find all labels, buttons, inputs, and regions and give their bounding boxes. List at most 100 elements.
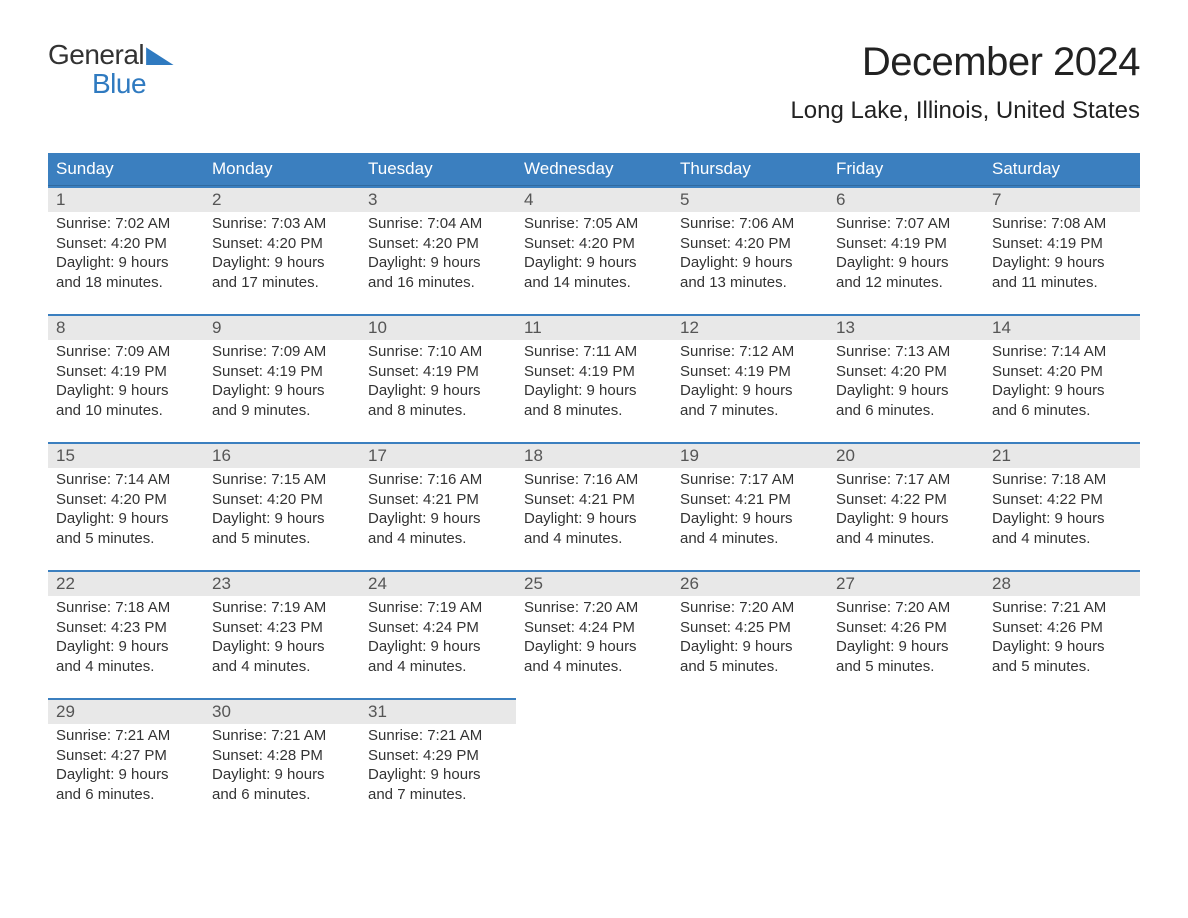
day-sunset-text: Sunset: 4:19 PM	[524, 362, 664, 382]
calendar-day-cell: 22Sunrise: 7:18 AMSunset: 4:23 PMDayligh…	[48, 570, 204, 698]
calendar-day-cell: 9Sunrise: 7:09 AMSunset: 4:19 PMDaylight…	[204, 314, 360, 442]
day-dl1-text: Daylight: 9 hours	[56, 765, 196, 785]
day-number: 17	[368, 446, 387, 465]
day-number: 27	[836, 574, 855, 593]
calendar-empty-cell	[984, 698, 1140, 826]
day-number-row: 30	[204, 700, 360, 724]
day-sunset-text: Sunset: 4:22 PM	[836, 490, 976, 510]
day-dl1-text: Daylight: 9 hours	[836, 381, 976, 401]
day-sunrise-text: Sunrise: 7:19 AM	[368, 598, 508, 618]
day-dl2-text: and 4 minutes.	[524, 529, 664, 549]
day-sunset-text: Sunset: 4:23 PM	[56, 618, 196, 638]
day-number: 24	[368, 574, 387, 593]
day-dl1-text: Daylight: 9 hours	[56, 509, 196, 529]
day-number-row: 16	[204, 444, 360, 468]
day-of-week-header: Thursday	[672, 153, 828, 186]
day-dl2-text: and 10 minutes.	[56, 401, 196, 421]
day-dl2-text: and 11 minutes.	[992, 273, 1132, 293]
calendar-day-cell: 3Sunrise: 7:04 AMSunset: 4:20 PMDaylight…	[360, 186, 516, 314]
day-sunrise-text: Sunrise: 7:05 AM	[524, 214, 664, 234]
day-number: 6	[836, 190, 845, 209]
day-dl1-text: Daylight: 9 hours	[368, 509, 508, 529]
day-dl2-text: and 9 minutes.	[212, 401, 352, 421]
day-dl1-text: Daylight: 9 hours	[680, 509, 820, 529]
day-number-row: 8	[48, 316, 204, 340]
day-of-week-header: Monday	[204, 153, 360, 186]
day-sunrise-text: Sunrise: 7:07 AM	[836, 214, 976, 234]
day-number: 5	[680, 190, 689, 209]
day-dl2-text: and 6 minutes.	[836, 401, 976, 421]
day-sunset-text: Sunset: 4:26 PM	[836, 618, 976, 638]
day-sunrise-text: Sunrise: 7:10 AM	[368, 342, 508, 362]
day-number-row: 27	[828, 572, 984, 596]
day-sunset-text: Sunset: 4:29 PM	[368, 746, 508, 766]
day-dl2-text: and 8 minutes.	[368, 401, 508, 421]
calendar-day-cell: 19Sunrise: 7:17 AMSunset: 4:21 PMDayligh…	[672, 442, 828, 570]
day-dl2-text: and 5 minutes.	[992, 657, 1132, 677]
day-number-row: 4	[516, 188, 672, 212]
day-dl1-text: Daylight: 9 hours	[212, 253, 352, 273]
day-number-row: 18	[516, 444, 672, 468]
day-number: 23	[212, 574, 231, 593]
day-number: 26	[680, 574, 699, 593]
day-number: 20	[836, 446, 855, 465]
day-number-row: 6	[828, 188, 984, 212]
calendar-day-cell: 27Sunrise: 7:20 AMSunset: 4:26 PMDayligh…	[828, 570, 984, 698]
day-sunset-text: Sunset: 4:24 PM	[368, 618, 508, 638]
day-dl2-text: and 5 minutes.	[212, 529, 352, 549]
day-number-row: 9	[204, 316, 360, 340]
day-number-row: 11	[516, 316, 672, 340]
calendar-day-cell: 4Sunrise: 7:05 AMSunset: 4:20 PMDaylight…	[516, 186, 672, 314]
day-number-row: 26	[672, 572, 828, 596]
calendar-day-cell: 14Sunrise: 7:14 AMSunset: 4:20 PMDayligh…	[984, 314, 1140, 442]
day-number: 7	[992, 190, 1001, 209]
calendar-day-cell: 29Sunrise: 7:21 AMSunset: 4:27 PMDayligh…	[48, 698, 204, 826]
day-number: 3	[368, 190, 377, 209]
day-sunrise-text: Sunrise: 7:03 AM	[212, 214, 352, 234]
day-dl2-text: and 18 minutes.	[56, 273, 196, 293]
day-dl2-text: and 6 minutes.	[56, 785, 196, 805]
title-block: December 2024 Long Lake, Illinois, Unite…	[790, 40, 1140, 125]
day-number-row: 31	[360, 700, 516, 724]
day-dl2-text: and 4 minutes.	[680, 529, 820, 549]
day-number: 30	[212, 702, 231, 721]
logo-flag-icon	[146, 47, 174, 65]
day-dl1-text: Daylight: 9 hours	[524, 381, 664, 401]
day-dl1-text: Daylight: 9 hours	[212, 381, 352, 401]
day-sunrise-text: Sunrise: 7:15 AM	[212, 470, 352, 490]
day-dl1-text: Daylight: 9 hours	[212, 765, 352, 785]
day-dl1-text: Daylight: 9 hours	[368, 253, 508, 273]
day-number: 31	[368, 702, 387, 721]
calendar-day-cell: 8Sunrise: 7:09 AMSunset: 4:19 PMDaylight…	[48, 314, 204, 442]
day-dl1-text: Daylight: 9 hours	[368, 637, 508, 657]
calendar-day-cell: 21Sunrise: 7:18 AMSunset: 4:22 PMDayligh…	[984, 442, 1140, 570]
calendar-day-cell: 7Sunrise: 7:08 AMSunset: 4:19 PMDaylight…	[984, 186, 1140, 314]
day-sunset-text: Sunset: 4:19 PM	[836, 234, 976, 254]
day-sunrise-text: Sunrise: 7:20 AM	[836, 598, 976, 618]
day-dl2-text: and 5 minutes.	[56, 529, 196, 549]
day-sunset-text: Sunset: 4:21 PM	[680, 490, 820, 510]
day-sunrise-text: Sunrise: 7:06 AM	[680, 214, 820, 234]
day-number: 8	[56, 318, 65, 337]
day-number: 18	[524, 446, 543, 465]
day-sunset-text: Sunset: 4:23 PM	[212, 618, 352, 638]
day-dl2-text: and 7 minutes.	[680, 401, 820, 421]
day-sunrise-text: Sunrise: 7:17 AM	[836, 470, 976, 490]
day-dl1-text: Daylight: 9 hours	[524, 637, 664, 657]
day-dl1-text: Daylight: 9 hours	[992, 509, 1132, 529]
day-dl1-text: Daylight: 9 hours	[992, 253, 1132, 273]
day-number-row: 3	[360, 188, 516, 212]
day-sunset-text: Sunset: 4:19 PM	[212, 362, 352, 382]
day-dl2-text: and 13 minutes.	[680, 273, 820, 293]
day-dl2-text: and 8 minutes.	[524, 401, 664, 421]
calendar-day-cell: 31Sunrise: 7:21 AMSunset: 4:29 PMDayligh…	[360, 698, 516, 826]
day-sunrise-text: Sunrise: 7:14 AM	[992, 342, 1132, 362]
day-sunset-text: Sunset: 4:27 PM	[56, 746, 196, 766]
day-number: 19	[680, 446, 699, 465]
day-number: 29	[56, 702, 75, 721]
day-number-row: 17	[360, 444, 516, 468]
day-sunset-text: Sunset: 4:20 PM	[56, 490, 196, 510]
day-number-row: 20	[828, 444, 984, 468]
day-dl2-text: and 4 minutes.	[836, 529, 976, 549]
day-sunset-text: Sunset: 4:25 PM	[680, 618, 820, 638]
